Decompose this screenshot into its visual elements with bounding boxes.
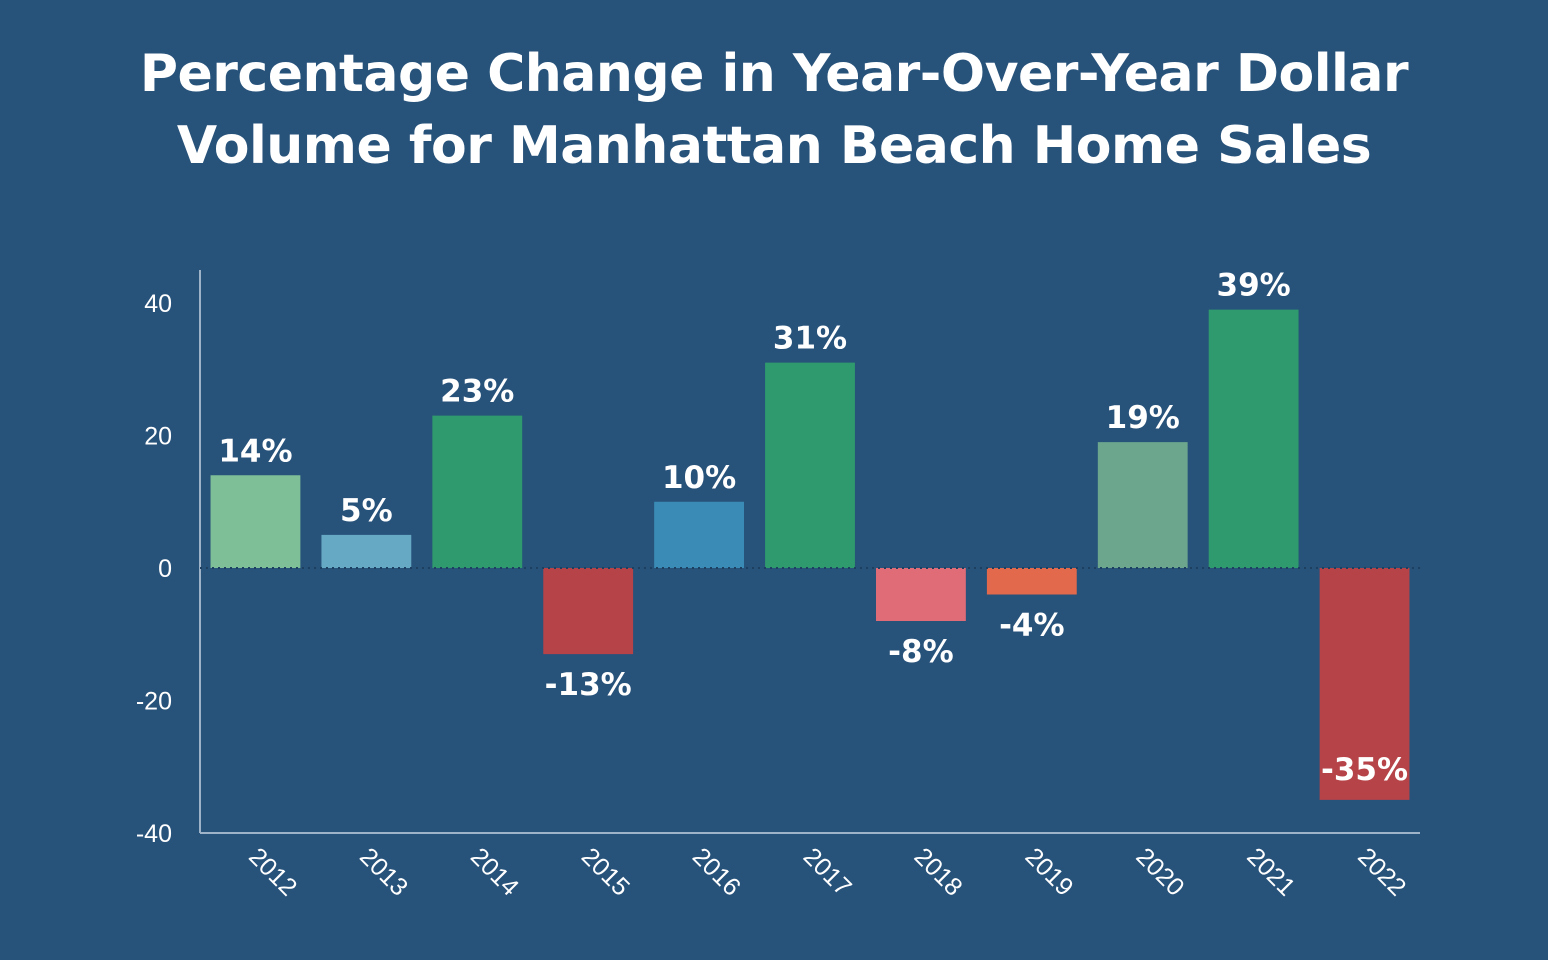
bar-2014 [432,415,523,568]
chart-title: Percentage Change in Year-Over-Year Doll… [0,38,1548,182]
bar-2012 [210,475,301,568]
bar-2016 [654,501,745,568]
x-tick-label-2017: 2017 [798,842,857,901]
bar-2017 [765,362,855,568]
chart-axes: 40 20 0 -20 -40 [136,270,1420,848]
data-label-2013: 5% [340,493,393,529]
x-tick-label-2015: 2015 [576,842,635,901]
bar-2019 [986,568,1077,595]
x-tick-label-2018: 2018 [909,842,968,901]
x-tick-label-2020: 2020 [1130,842,1189,901]
y-tick-label: 40 [144,290,172,318]
data-label-2016: 10% [662,460,736,496]
data-label-2021: 39% [1217,268,1291,304]
y-tick-label: -20 [136,688,172,716]
bar-2015 [543,568,634,655]
x-tick-label-2014: 2014 [465,842,524,901]
chart-data-labels: 14% 5% 23% -13% 10% 31% -8% -4% 19% 39% -35% [218,268,1408,788]
y-tick-label: 0 [158,555,172,583]
x-tick-label-2013: 2013 [354,842,413,901]
data-label-2020: 19% [1106,400,1180,436]
data-label-2015: -13% [545,667,632,703]
chart-x-tick-labels: 2012 2013 2014 2015 2016 2017 2018 2019 2020 2021… [243,842,1411,901]
chart-title-line-2: Volume for Manhattan Beach Home Sales [176,116,1372,176]
bar-2021 [1208,309,1299,568]
bar-2020 [1097,442,1188,568]
x-tick-label-2021: 2021 [1241,842,1300,901]
data-label-2022: -35% [1321,752,1408,788]
x-tick-label-2012: 2012 [243,842,302,901]
y-tick-label: 20 [144,423,172,451]
chart-title-line-1: Percentage Change in Year-Over-Year Doll… [139,44,1409,104]
bar-2022 [1319,568,1410,800]
data-label-2014: 23% [440,374,514,410]
chart-bars [210,309,1410,800]
bar-2018 [875,568,966,621]
x-tick-label-2019: 2019 [1020,842,1079,901]
data-label-2017: 31% [773,321,847,357]
y-tick-label: -40 [136,820,172,848]
data-label-2019: -4% [999,608,1065,644]
x-tick-label-2016: 2016 [687,842,746,901]
data-label-2012: 14% [218,433,292,469]
data-label-2018: -8% [888,634,954,670]
bar-2013 [321,534,412,568]
x-tick-label-2022: 2022 [1352,842,1411,901]
